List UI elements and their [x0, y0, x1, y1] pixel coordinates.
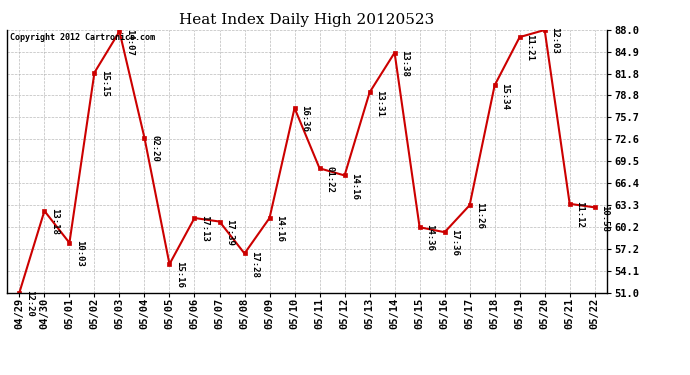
Text: 14:07: 14:07 — [125, 28, 134, 56]
Text: 15:34: 15:34 — [500, 82, 509, 110]
Text: 13:38: 13:38 — [400, 50, 409, 77]
Text: 13:31: 13:31 — [375, 90, 384, 117]
Text: 11:21: 11:21 — [525, 34, 534, 61]
Text: 17:36: 17:36 — [450, 230, 459, 256]
Text: 17:28: 17:28 — [250, 251, 259, 278]
Text: 10:03: 10:03 — [75, 240, 84, 267]
Text: 12:20: 12:20 — [25, 290, 34, 316]
Text: 14:16: 14:16 — [350, 172, 359, 200]
Text: Copyright 2012 Cartronics.com: Copyright 2012 Cartronics.com — [10, 33, 155, 42]
Text: 11:26: 11:26 — [475, 202, 484, 229]
Text: 17:13: 17:13 — [200, 215, 209, 242]
Text: 14:36: 14:36 — [425, 225, 434, 251]
Text: 10:58: 10:58 — [600, 205, 609, 231]
Text: 02:20: 02:20 — [150, 135, 159, 162]
Text: 11:12: 11:12 — [575, 201, 584, 228]
Text: 14:16: 14:16 — [275, 215, 284, 242]
Text: 12:03: 12:03 — [550, 27, 559, 54]
Text: 15:15: 15:15 — [100, 70, 109, 97]
Text: 17:39: 17:39 — [225, 219, 234, 246]
Text: 16:36: 16:36 — [300, 105, 309, 132]
Text: 15:16: 15:16 — [175, 261, 184, 288]
Text: 13:18: 13:18 — [50, 208, 59, 235]
Title: Heat Index Daily High 20120523: Heat Index Daily High 20120523 — [179, 13, 435, 27]
Text: 01:22: 01:22 — [325, 166, 334, 192]
